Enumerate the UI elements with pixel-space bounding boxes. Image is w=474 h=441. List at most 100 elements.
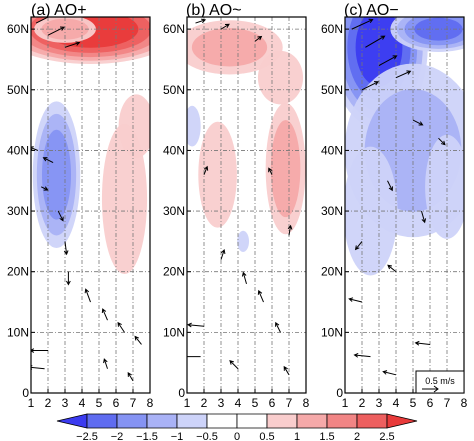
x-tick-label: 7 [130, 396, 137, 410]
colorbar-tick-label: −1 [171, 431, 184, 441]
wind-vector-arrow [382, 370, 397, 376]
wind-vector-arrow [195, 18, 207, 24]
wind-vector-arrow [348, 297, 363, 303]
wind-vector-arrow [229, 360, 239, 370]
wind-vector-arrow [378, 55, 398, 66]
colorbar-tick-label: −2 [111, 431, 124, 441]
wind-vector-arrow [187, 322, 205, 328]
y-tick-label: 20N [163, 265, 185, 279]
colorbar-segment [356, 413, 388, 429]
shading-contour [187, 105, 201, 147]
wind-vectors [348, 18, 446, 376]
x-tick-label: 5 [410, 396, 417, 410]
wind-vector-arrow [40, 186, 49, 191]
shading-contour [257, 50, 304, 105]
x-tick-label: 5 [96, 396, 103, 410]
wind-vector-arrow [365, 35, 386, 48]
reference-vector-box [415, 370, 465, 394]
x-tick-label: 3 [218, 396, 225, 410]
wind-vector-arrow [84, 288, 91, 303]
wind-vector-arrow [421, 210, 427, 224]
wind-vector-arrow [103, 358, 108, 369]
colorbar-tick-label: 2 [354, 431, 360, 441]
colorbar-tick-label: 0 [234, 431, 240, 441]
plot-frame [186, 16, 307, 394]
colorbar-tick-label: −0.5 [196, 431, 218, 441]
wind-vector-arrow [203, 165, 209, 175]
wind-vector-arrow [268, 167, 273, 175]
grid [187, 17, 306, 393]
colorbar-tick-label: 1.5 [319, 431, 334, 441]
colorbar-segment [266, 413, 298, 429]
x-tick-label: 3 [376, 396, 383, 410]
x-tick-label: 2 [201, 396, 208, 410]
y-tick-label: 0 [22, 386, 29, 400]
wind-vector-arrow [353, 352, 371, 358]
colorbar-tick-label: −1.5 [136, 431, 158, 441]
x-tick-label: 4 [79, 396, 86, 410]
x-tick-label: 6 [269, 396, 276, 410]
shading-contour [198, 121, 237, 228]
panel-c-ao-minus: (c) AO− 1 2 3 4 5 6 7 8 0 10N 20N 30N 40N 50N 60N 0.5 m… [321, 2, 468, 410]
x-tick-label: 4 [235, 396, 242, 410]
wind-vector-arrow [438, 137, 446, 146]
x-tick-label: 7 [286, 396, 293, 410]
y-tick-label: 30N [163, 204, 185, 218]
x-tick-label: 2 [359, 396, 366, 410]
wind-vector-arrow [387, 264, 397, 273]
shading-contour [345, 146, 398, 276]
wind-vector-arrow [257, 289, 264, 303]
shading-contour [101, 123, 148, 275]
shading-contour [41, 129, 72, 220]
panel-a-ao-plus: (a) AO+ 1 2 3 4 5 6 7 8 0 10N 20N 30N 40N 50N 60N [7, 2, 154, 410]
shading-contour [270, 120, 301, 218]
wind-vector-arrow [117, 321, 125, 333]
wind-vectors [31, 17, 142, 382]
x-tick-label: 3 [62, 396, 69, 410]
wind-vector-arrow [361, 81, 379, 91]
wind-vector-arrow [395, 70, 412, 79]
panel-c-title: (c) AO− [344, 2, 399, 19]
shading-contour [425, 134, 464, 239]
y-tick-label: 0 [336, 386, 343, 400]
y-tick-label: 50N [7, 83, 29, 97]
colorbar-segment [176, 413, 208, 429]
wind-vector-arrow [414, 340, 431, 346]
grid [31, 17, 150, 393]
wind-vector-arrow [254, 35, 263, 42]
y-tick-label: 10N [163, 325, 185, 339]
colorbar-segment [206, 413, 238, 429]
shading-layer [345, 17, 464, 276]
wind-vector-arrow [241, 271, 247, 284]
colorbar-tick-label: 0.5 [259, 431, 274, 441]
y-tick-label: 60N [163, 22, 185, 36]
x-tick-label: 8 [147, 396, 154, 410]
colorbar-tick-label: −2.5 [76, 431, 98, 441]
colorbar-segment [296, 413, 328, 429]
x-tick-label: 1 [28, 396, 35, 410]
wind-vector-arrow [66, 271, 71, 286]
plot-frame [30, 16, 151, 394]
wind-vector-arrow [101, 308, 108, 321]
wind-vector-arrow [57, 210, 64, 222]
panel-b-title: (b) AO~ [186, 2, 242, 19]
wind-vector-arrow [31, 348, 48, 353]
reference-vector-arrow [422, 385, 439, 393]
x-tick-label: 8 [461, 396, 468, 410]
y-tick-label: 10N [321, 325, 343, 339]
wind-vector-arrow [275, 321, 281, 333]
wind-vector-arrow [64, 41, 81, 48]
y-tick-label: 50N [163, 83, 185, 97]
y-tick-label: 30N [7, 204, 29, 218]
x-tick-label: 4 [393, 396, 400, 410]
colorbar-segment [326, 413, 358, 429]
wind-vector-arrow [220, 248, 226, 260]
y-tick-label: 20N [7, 265, 29, 279]
wind-vector-arrow [387, 180, 393, 192]
y-tick-label: 30N [321, 204, 343, 218]
wind-vector-arrow [134, 335, 142, 345]
x-tick-label: 7 [444, 396, 451, 410]
y-tick-label: 10N [7, 325, 29, 339]
colorbar-segment [56, 413, 88, 429]
shading-contour [237, 230, 250, 252]
